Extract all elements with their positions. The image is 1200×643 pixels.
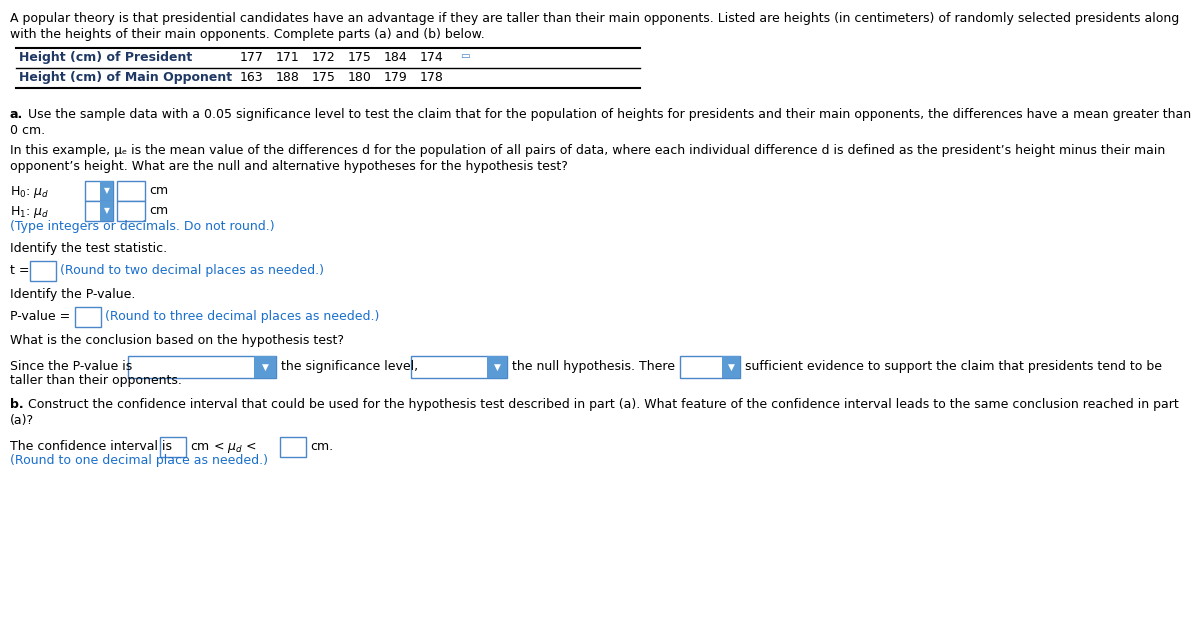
FancyBboxPatch shape <box>118 181 145 201</box>
Text: 177: 177 <box>240 51 264 64</box>
Text: ▼: ▼ <box>103 206 109 215</box>
Text: cm.: cm. <box>310 440 334 453</box>
Text: What is the conclusion based on the hypothesis test?: What is the conclusion based on the hypo… <box>10 334 344 347</box>
FancyBboxPatch shape <box>74 307 101 327</box>
Text: opponent’s height. What are the null and alternative hypotheses for the hypothes: opponent’s height. What are the null and… <box>10 160 568 173</box>
Text: Height (cm) of President: Height (cm) of President <box>19 51 192 64</box>
Text: cm: cm <box>149 204 168 217</box>
Text: Identify the P-value.: Identify the P-value. <box>10 288 136 301</box>
Text: a.: a. <box>10 108 23 121</box>
Text: 163: 163 <box>240 71 264 84</box>
Text: 174: 174 <box>420 51 444 64</box>
Text: Construct the confidence interval that could be used for the hypothesis test des: Construct the confidence interval that c… <box>24 398 1178 411</box>
Text: Height (cm) of Main Opponent: Height (cm) of Main Opponent <box>19 71 232 84</box>
FancyBboxPatch shape <box>722 356 740 378</box>
Text: The confidence interval is: The confidence interval is <box>10 440 172 453</box>
Text: ▼: ▼ <box>727 363 734 372</box>
Text: P-value =: P-value = <box>10 310 71 323</box>
Text: 180: 180 <box>348 71 372 84</box>
Text: 171: 171 <box>276 51 300 64</box>
Text: Use the sample data with a 0.05 significance level to test the claim that for th: Use the sample data with a 0.05 signific… <box>24 108 1192 121</box>
FancyBboxPatch shape <box>128 356 276 378</box>
Text: 175: 175 <box>348 51 372 64</box>
FancyBboxPatch shape <box>680 356 740 378</box>
FancyBboxPatch shape <box>101 181 113 201</box>
Text: with the heights of their main opponents. Complete parts (a) and (b) below.: with the heights of their main opponents… <box>10 28 485 41</box>
Text: (Round to two decimal places as needed.): (Round to two decimal places as needed.) <box>60 264 324 277</box>
FancyBboxPatch shape <box>160 437 186 457</box>
Text: 172: 172 <box>312 51 336 64</box>
Text: cm: cm <box>149 184 168 197</box>
Text: Since the P-value is: Since the P-value is <box>10 360 132 373</box>
Text: A popular theory is that presidential candidates have an advantage if they are t: A popular theory is that presidential ca… <box>10 12 1180 25</box>
Text: 0 cm.: 0 cm. <box>10 124 46 137</box>
FancyBboxPatch shape <box>280 437 306 457</box>
Text: 179: 179 <box>384 71 408 84</box>
Text: the null hypothesis. There: the null hypothesis. There <box>512 360 674 373</box>
Text: (Round to three decimal places as needed.): (Round to three decimal places as needed… <box>106 310 379 323</box>
Text: cm < $\mu_d$ <: cm < $\mu_d$ < <box>190 440 257 455</box>
FancyBboxPatch shape <box>85 181 113 201</box>
Text: ▼: ▼ <box>493 363 500 372</box>
FancyBboxPatch shape <box>118 201 145 221</box>
Text: b.: b. <box>10 398 24 411</box>
Text: 178: 178 <box>420 71 444 84</box>
FancyBboxPatch shape <box>487 356 508 378</box>
Text: (Round to one decimal place as needed.): (Round to one decimal place as needed.) <box>10 454 268 467</box>
Text: sufficient evidence to support the claim that presidents tend to be: sufficient evidence to support the claim… <box>745 360 1162 373</box>
Text: 184: 184 <box>384 51 408 64</box>
Text: H$_0$: $\mu_d$: H$_0$: $\mu_d$ <box>10 184 49 200</box>
Text: the significance level,: the significance level, <box>281 360 418 373</box>
Text: 188: 188 <box>276 71 300 84</box>
FancyBboxPatch shape <box>101 201 113 221</box>
Text: In this example, μₑ is the mean value of the differences d for the population of: In this example, μₑ is the mean value of… <box>10 144 1165 157</box>
FancyBboxPatch shape <box>30 261 56 281</box>
FancyBboxPatch shape <box>410 356 508 378</box>
FancyBboxPatch shape <box>254 356 276 378</box>
Text: (Type integers or decimals. Do not round.): (Type integers or decimals. Do not round… <box>10 220 275 233</box>
Text: ▼: ▼ <box>262 363 269 372</box>
FancyBboxPatch shape <box>85 201 113 221</box>
Text: ▭: ▭ <box>460 51 469 61</box>
Text: t =: t = <box>10 264 30 277</box>
Text: Identify the test statistic.: Identify the test statistic. <box>10 242 167 255</box>
Text: 175: 175 <box>312 71 336 84</box>
Text: (a)?: (a)? <box>10 414 34 427</box>
Text: taller than their opponents.: taller than their opponents. <box>10 374 182 387</box>
Text: H$_1$: $\mu_d$: H$_1$: $\mu_d$ <box>10 204 49 220</box>
Text: ▼: ▼ <box>103 186 109 195</box>
